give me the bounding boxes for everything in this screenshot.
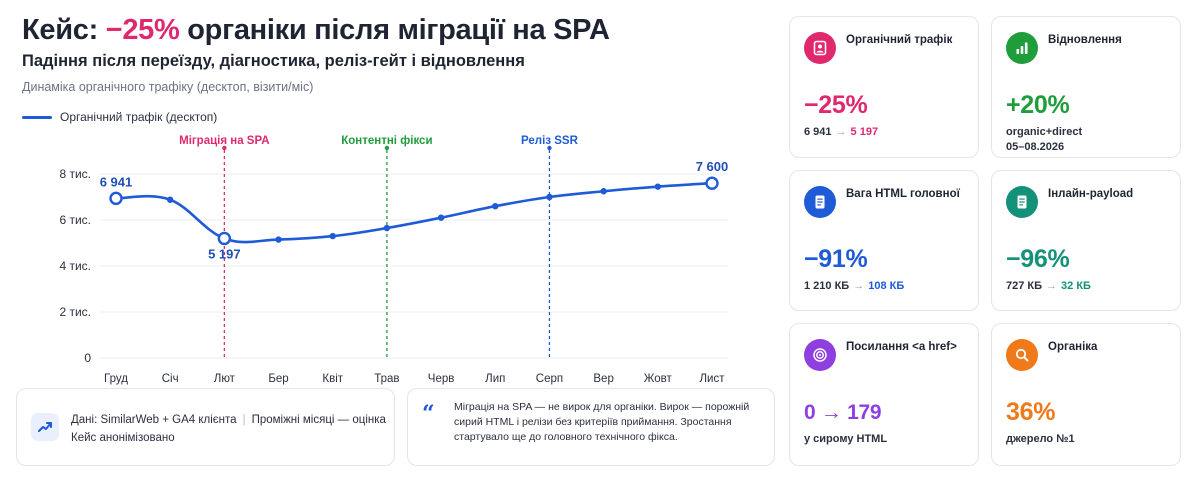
y-tick-label: 8 тис. xyxy=(59,167,91,181)
x-tick-label: Груд xyxy=(104,373,128,385)
card-label: Органіка xyxy=(1048,341,1098,353)
x-tick-label: Черв xyxy=(428,373,455,385)
event-dot xyxy=(384,145,390,151)
data-label: 6 941 xyxy=(100,174,133,189)
x-tick-label: Лист xyxy=(700,373,726,385)
card-note: organic+direct 05–08.2026 xyxy=(1006,126,1083,153)
source-text: Дані: SimilarWeb + GA4 клієнта xyxy=(71,414,237,426)
interim-text: Проміжні місяці — оцінка xyxy=(251,414,386,426)
data-point xyxy=(383,224,391,232)
card-recovery: Відновлення +20% organic+direct 05–08.202… xyxy=(991,16,1181,158)
card-label: Інлайн-payload xyxy=(1048,188,1134,200)
card-note: 6 941 → 5 197 xyxy=(804,126,879,138)
data-label: 5 197 xyxy=(208,246,241,261)
card-organic-share: Органіка 36% джерело №1 xyxy=(991,323,1181,466)
event-label: Реліз SSR xyxy=(521,135,579,147)
card-label: Органічний трафік xyxy=(846,34,953,46)
page-title: Кейс: −25% органіки після міграції на SP… xyxy=(22,14,610,46)
card-note: у сирому HTML xyxy=(804,433,888,445)
y-tick-label: 2 тис. xyxy=(59,305,91,319)
data-point xyxy=(492,203,499,210)
card-note: джерело №1 xyxy=(1006,433,1075,445)
data-point xyxy=(654,183,662,190)
x-tick-label: Лют xyxy=(214,373,236,385)
quote-note: “ Міграція на SPA — не вирок для органік… xyxy=(407,388,775,466)
y-tick-label: 6 тис. xyxy=(59,213,91,227)
y-tick-label: 0 xyxy=(84,351,91,365)
event-label: Контентні фікси xyxy=(341,135,432,147)
event-label: Міграція на SPA xyxy=(179,135,269,147)
data-point xyxy=(166,196,174,203)
card-note: 1 210 КБ → 108 КБ xyxy=(804,280,905,292)
page-subtitle: Падіння після переїзду, діагностика, рел… xyxy=(22,52,525,70)
trend-icon xyxy=(31,413,59,441)
data-point xyxy=(600,188,607,195)
card-organic-traffic: Органічний трафік −25% 6 941 → 5 197 xyxy=(789,16,979,158)
document-icon xyxy=(804,186,836,218)
card-label: Відновлення xyxy=(1048,34,1122,46)
chart-legend: Органічний трафік (десктоп) xyxy=(22,110,217,124)
event-dot xyxy=(222,145,227,151)
x-tick-label: Жовт xyxy=(644,373,673,385)
traffic-line-chart: 0 2 тис. 4 тис. 6 тис. 8 тис. Груд Січ Лют Бер Кв… xyxy=(59,135,729,385)
data-point xyxy=(275,236,282,243)
data-point-highlight xyxy=(705,176,719,190)
card-note: 727 КБ → 32 КБ xyxy=(1006,280,1091,292)
source-note: Дані: SimilarWeb + GA4 клієнта | Проміжні … xyxy=(16,388,395,466)
x-tick-label: Серп xyxy=(536,373,563,385)
card-label: Посилання <a href> xyxy=(846,341,957,353)
x-tick-label: Бер xyxy=(268,373,288,385)
data-point-highlight xyxy=(217,231,232,246)
x-tick-label: Січ xyxy=(162,373,179,385)
legend-swatch xyxy=(22,115,52,119)
anon-text: Кейс анонімізовано xyxy=(71,432,175,444)
card-links: Посилання <a href> 0 → 179 у сирому HTML xyxy=(789,323,979,466)
x-tick-label: Вер xyxy=(593,373,613,385)
target-icon xyxy=(804,339,836,371)
card-inline-payload: Інлайн-payload −96% 727 КБ → 32 КБ xyxy=(991,170,1181,311)
x-tick-label: Лип xyxy=(485,373,505,385)
data-label: 7 600 xyxy=(696,159,729,174)
card-html-weight: Вага HTML головної −91% 1 210 КБ → 108 КБ xyxy=(789,170,979,311)
card-value: 0 → 179 xyxy=(804,401,882,424)
card-value: −91% xyxy=(804,245,868,273)
card-value: 36% xyxy=(1006,398,1056,426)
data-point xyxy=(329,232,336,240)
series-line xyxy=(115,181,713,244)
quote-text: Міграція на SPA — не вирок для органіки.… xyxy=(454,401,750,443)
search-icon xyxy=(1006,339,1038,371)
chart-caption: Динаміка органічного трафіку (десктоп, в… xyxy=(22,80,314,94)
data-point-highlight xyxy=(109,191,123,206)
event-dot xyxy=(547,145,552,151)
user-icon xyxy=(804,32,836,64)
x-tick-label: Трав xyxy=(374,373,399,385)
legend-label: Органічний трафік (десктоп) xyxy=(60,110,218,124)
card-value: −25% xyxy=(804,91,868,119)
y-tick-label: 4 тис. xyxy=(59,259,91,273)
document-icon xyxy=(1006,186,1038,218)
card-value: −96% xyxy=(1006,245,1070,273)
data-point xyxy=(437,214,445,221)
data-point xyxy=(546,193,553,201)
card-value: +20% xyxy=(1006,91,1070,119)
quote-icon: “ xyxy=(422,401,435,427)
x-tick-label: Квіт xyxy=(322,373,343,385)
bar-chart-icon xyxy=(1006,32,1038,64)
card-label: Вага HTML головної xyxy=(846,188,960,200)
